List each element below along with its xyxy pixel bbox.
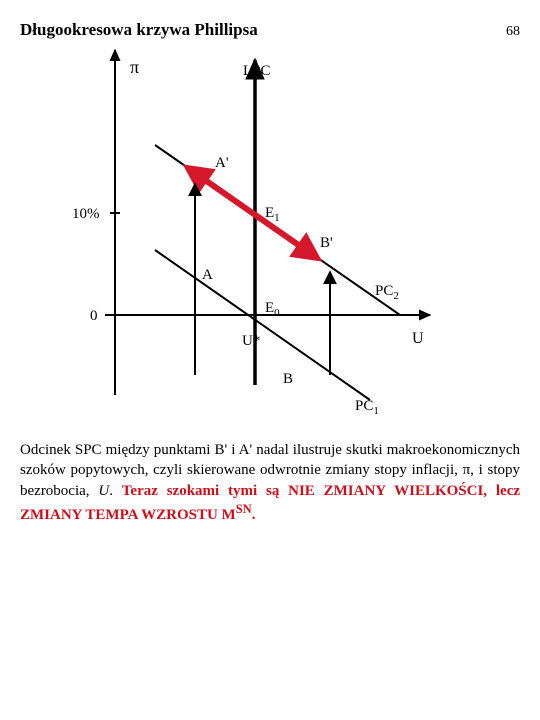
body-paragraph: Odcinek SPC między punktami B' i A' nada…	[20, 440, 520, 525]
e0-label: E0	[265, 300, 280, 319]
phillips-curve-diagram: π U LPC U* A' B' A B E1 E0 PC2 PC1 10%	[60, 45, 520, 430]
u-star-label: U*	[242, 333, 260, 349]
spc-segment	[195, 173, 310, 253]
b-label: B	[283, 371, 293, 387]
header: Długookresowa krzywa Phillipsa 68	[20, 20, 520, 40]
para-u-italic: U	[98, 483, 109, 499]
diagram-svg: π U LPC U* A' B' A B E1 E0 PC2 PC1 10%	[60, 45, 460, 425]
lpc-label: LPC	[243, 63, 271, 79]
a-label: A	[202, 267, 213, 283]
b-prime-label: B'	[320, 235, 333, 251]
ten-pct-label: 10%	[72, 206, 100, 222]
page-title: Długookresowa krzywa Phillipsa	[20, 20, 258, 40]
pc1-label: PC1	[355, 398, 379, 417]
para-part2: .	[109, 483, 122, 499]
page-number: 68	[506, 24, 520, 40]
a-prime-label: A'	[215, 155, 229, 171]
y-axis-label: π	[130, 57, 139, 77]
x-axis-label: U	[412, 330, 424, 347]
zero-label: 0	[90, 308, 98, 324]
